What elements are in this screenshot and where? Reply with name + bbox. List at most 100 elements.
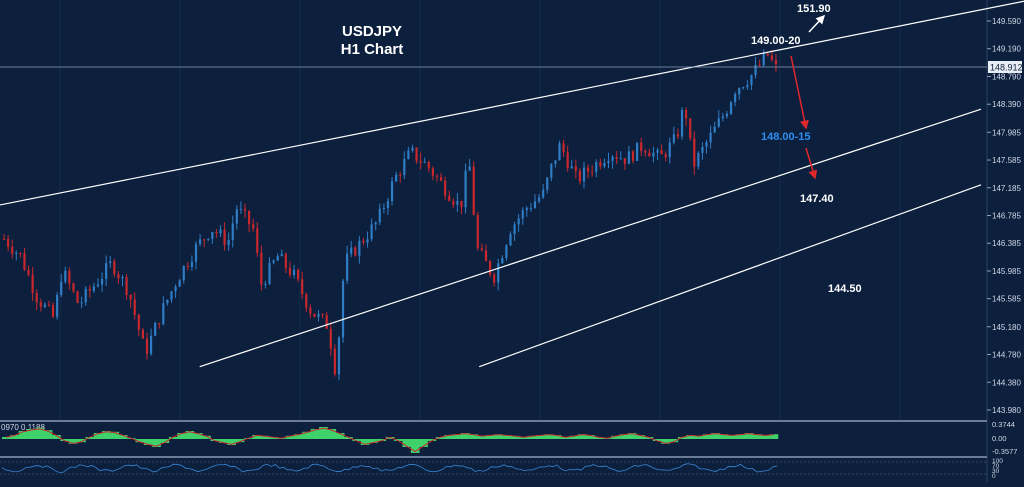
candle-body (537, 197, 541, 202)
candle-body (444, 180, 447, 196)
candle-body (366, 239, 369, 243)
candle-body (80, 302, 83, 304)
candle-body (505, 245, 508, 259)
candle-body (186, 265, 189, 267)
candle-body (660, 150, 663, 155)
candle-body (676, 134, 680, 137)
candle-body (627, 151, 631, 164)
resistance-target-label: 151.90 (797, 3, 831, 15)
candle-body (456, 200, 459, 205)
candle-body (129, 294, 132, 300)
macd-bar (510, 435, 520, 439)
macd-bar (410, 439, 420, 453)
candle-body (558, 143, 561, 161)
candle-body (562, 143, 565, 153)
candle-body (415, 147, 418, 161)
candle-body (460, 200, 463, 208)
candle-body (603, 162, 606, 167)
macd-bar (594, 437, 604, 439)
candle-body (439, 176, 443, 181)
macd-signal-line (6, 427, 774, 453)
candle-body (488, 261, 492, 275)
candle-body (252, 224, 255, 229)
candle-body (64, 270, 67, 282)
candle-body (35, 292, 38, 303)
support-1-label: 147.40 (800, 193, 834, 205)
candle-body (435, 175, 439, 177)
candle-body (170, 291, 173, 300)
macd-bar (118, 435, 128, 439)
candle-body (509, 234, 512, 246)
candle-body (390, 181, 394, 202)
candle-body (288, 267, 292, 276)
y-axis-tick-label: 147.985 (992, 128, 1021, 137)
macd-bar (102, 431, 111, 439)
macd-bar (494, 434, 503, 439)
macd-bar (168, 437, 178, 439)
candle-body (198, 239, 202, 245)
candle-body (362, 240, 365, 243)
macd-bar (43, 430, 53, 439)
candle-body (513, 224, 516, 235)
macd-bar (152, 439, 161, 447)
candle-body (60, 281, 63, 296)
candle-body (31, 274, 34, 293)
macd-bar (444, 435, 453, 439)
candle-body (484, 250, 488, 262)
macd-bar (477, 435, 487, 439)
candle-body (297, 269, 300, 280)
y-axis-tick-label: 145.180 (992, 323, 1021, 332)
macd-bar (10, 435, 19, 439)
candle-body (546, 177, 549, 190)
candle-body (652, 152, 655, 157)
candle-body (570, 166, 573, 169)
macd-bar (344, 437, 353, 439)
candle-body (762, 53, 765, 66)
candle-body (276, 256, 279, 261)
candle-body (464, 170, 467, 208)
candle-body (231, 223, 234, 241)
macd-bar (719, 434, 729, 439)
y-axis-tick-label: 148.390 (992, 100, 1021, 109)
macd-bar (619, 434, 629, 439)
candle-body (591, 171, 594, 173)
candle-body (427, 161, 430, 169)
candle-body (337, 337, 341, 375)
candle-body (243, 208, 247, 211)
macd-bar (227, 439, 236, 445)
candle-body (717, 118, 720, 127)
macd-bar (661, 439, 670, 444)
candle-body (72, 283, 75, 292)
candle-body (109, 261, 112, 264)
candle-body (550, 163, 553, 178)
candle-body (96, 284, 100, 287)
candle-body (321, 314, 324, 316)
macd-bar (544, 434, 554, 439)
macd-bar (93, 433, 103, 439)
candle-body (215, 231, 218, 234)
candle-body (631, 151, 635, 161)
candle-body (247, 210, 251, 225)
candle-body (23, 253, 26, 270)
candle-body (158, 323, 161, 325)
candles-group (2, 49, 778, 381)
macd-bar (460, 433, 470, 439)
macd-bar (377, 439, 387, 441)
candle-body (211, 231, 214, 239)
macd-bar (502, 435, 512, 439)
oscillator-tick-label: 100 (992, 458, 1003, 465)
candle-body (105, 263, 108, 279)
candle-body (668, 142, 671, 158)
candle-body (358, 240, 361, 256)
trendline (0, 0, 1024, 206)
y-axis-tick-label: 147.185 (992, 184, 1021, 193)
candle-body (154, 323, 157, 336)
candle-body (693, 138, 696, 167)
macd-bar (677, 437, 687, 439)
trendline (479, 184, 982, 368)
candle-body (7, 238, 10, 247)
candle-body (149, 335, 153, 354)
macd-bar (210, 439, 220, 441)
candle-body (533, 201, 537, 208)
candle-body (235, 209, 238, 224)
